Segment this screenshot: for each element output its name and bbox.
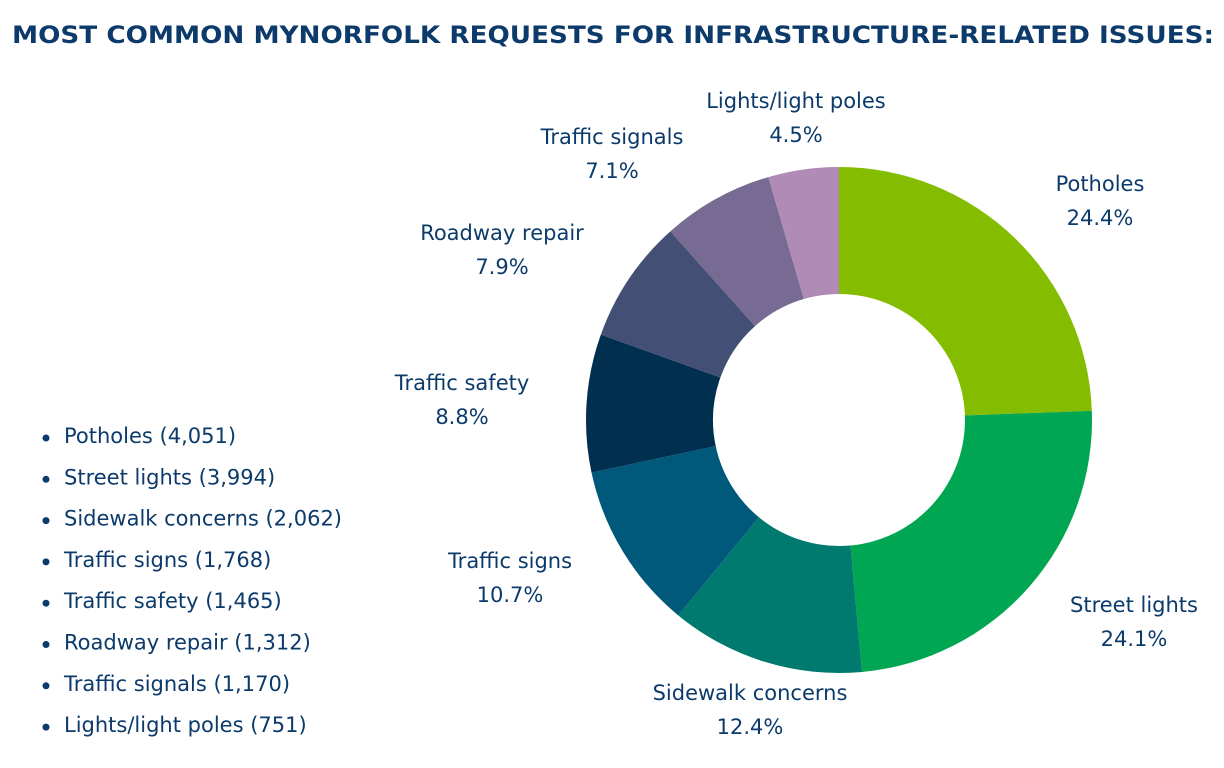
list-item: Traffic signs (1,768) (63, 548, 271, 572)
list-item: Potholes (4,051) (64, 424, 236, 448)
slice-value-label: 10.7% (477, 583, 544, 607)
donut-slice (591, 446, 759, 616)
slice-label: Lights/light poles (706, 89, 886, 113)
bullet (42, 641, 50, 648)
slice-value-label: 4.5% (769, 123, 822, 147)
slice-label: Traffic safety (394, 371, 530, 395)
slice-value-label: 24.4% (1067, 206, 1134, 230)
donut-slice (768, 167, 839, 300)
list-item: Street lights (3,994) (64, 465, 275, 489)
list-item: Traffic signals (1,170) (63, 672, 290, 696)
chart-title: MOST COMMON MYNORFOLK REQUESTS FOR INFRA… (12, 21, 1214, 49)
list-item: Roadway repair (1,312) (64, 631, 311, 655)
slice-label: Street lights (1070, 593, 1198, 617)
bullet (42, 599, 50, 607)
slice-value-label: 12.4% (717, 715, 784, 739)
bullet (42, 558, 50, 566)
donut-slice (839, 167, 1092, 416)
slice-label: Traffic signs (447, 549, 572, 573)
bullet (42, 475, 50, 483)
slice-value-label: 7.9% (475, 255, 528, 279)
slice-value-label: 24.1% (1101, 627, 1168, 651)
list-item: Traffic safety (1,465) (63, 589, 282, 613)
slice-label: Traffic signals (540, 125, 684, 149)
slice-value-label: 8.8% (435, 405, 488, 429)
slice-label: Sidewalk concerns (653, 681, 848, 705)
donut-slice (670, 177, 804, 327)
slice-value-label: 7.1% (585, 159, 638, 183)
donut-slice (678, 517, 863, 673)
bullet (42, 682, 50, 690)
list-item: Lights/light poles (751) (64, 713, 307, 737)
bullet (42, 434, 50, 442)
donut-slice (586, 334, 721, 473)
donut-slice (850, 410, 1092, 672)
list-item: Sidewalk concerns (2,062) (64, 507, 342, 531)
bullet (42, 517, 50, 525)
slice-label: Potholes (1056, 172, 1145, 196)
bullet (42, 723, 50, 731)
slice-label: Roadway repair (420, 221, 584, 245)
donut-slice (600, 231, 756, 378)
